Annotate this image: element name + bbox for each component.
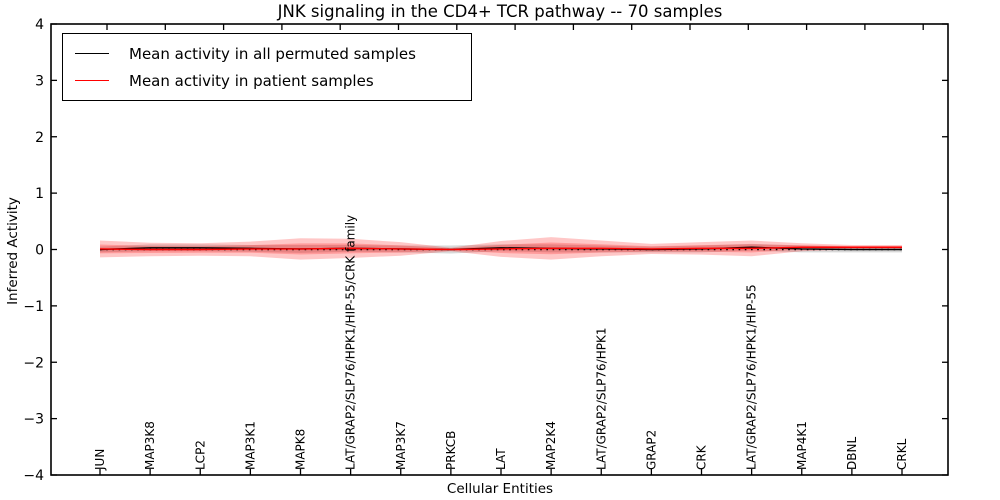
y-tick-label: 3 (35, 73, 44, 89)
x-axis-label: Cellular Entities (446, 481, 554, 497)
x-tick-label: LAT/GRAP2/SLP76/HPK1/HIP-55/CRK family (344, 215, 358, 470)
legend-line-swatch-patient (75, 80, 109, 81)
y-tick-label: −3 (23, 412, 44, 428)
y-tick-label: 4 (35, 17, 44, 33)
x-tick-label: LCP2 (193, 440, 207, 470)
chart-title: JNK signaling in the CD4+ TCR pathway --… (277, 2, 723, 21)
x-tick-label: CRKL (895, 438, 909, 470)
x-tick-label: LAT/GRAP2/SLP76/HPK1 (594, 328, 608, 471)
y-tick-label: −2 (23, 355, 44, 371)
legend-line-swatch-permuted (75, 53, 109, 54)
x-tick-label: MAP4K1 (795, 421, 809, 470)
y-tick-label: −4 (23, 468, 44, 484)
legend-label-patient: Mean activity in patient samples (129, 71, 374, 90)
x-tick-label: GRAP2 (644, 430, 658, 470)
legend-row: Mean activity in all permuted samples (75, 40, 461, 67)
legend-row: Mean activity in patient samples (75, 67, 461, 94)
x-tick-label: CRK (695, 444, 709, 470)
x-tick-label: LAT (494, 448, 508, 470)
y-tick-label: −1 (23, 299, 44, 315)
x-tick-label: MAP2K4 (544, 421, 558, 470)
x-tick-label: MAP3K7 (394, 421, 408, 470)
x-tick-label: MAP3K8 (143, 421, 157, 470)
y-tick-label: 2 (35, 130, 44, 146)
x-tick-label: PRKCB (444, 431, 458, 470)
y-tick-label: 1 (35, 186, 44, 202)
x-tick-label: JUN (93, 449, 107, 471)
legend: Mean activity in all permuted samples Me… (62, 33, 472, 101)
x-tick-label: MAP3K1 (243, 421, 257, 470)
x-tick-label: DBNL (845, 437, 859, 470)
y-tick-label: 0 (35, 243, 44, 259)
legend-label-permuted: Mean activity in all permuted samples (129, 44, 416, 63)
x-tick-label: LAT/GRAP2/SLP76/HPK1/HIP-55 (745, 284, 759, 470)
x-tick-label: MAPK8 (294, 429, 308, 470)
patient-mean-line (99, 246, 902, 251)
